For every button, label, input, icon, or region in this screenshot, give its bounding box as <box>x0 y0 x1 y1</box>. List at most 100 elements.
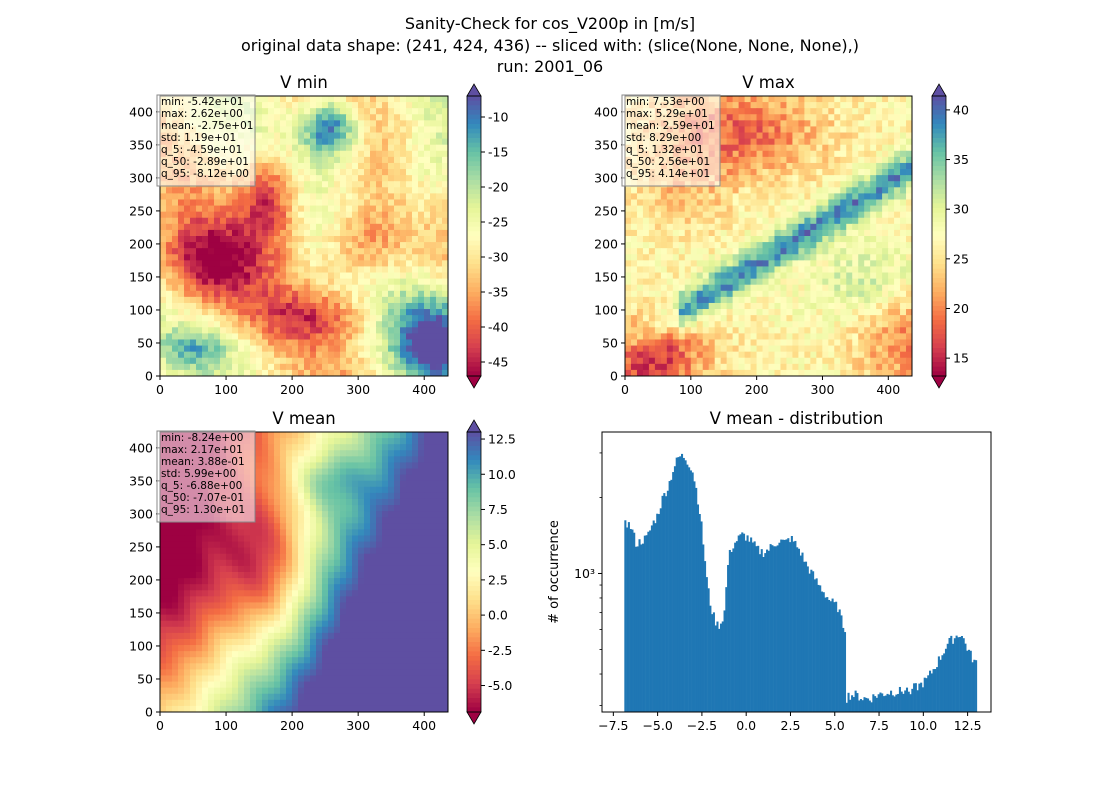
heatmap-cell <box>732 345 740 353</box>
heatmap-cell <box>418 345 425 353</box>
heatmap-cell <box>292 302 299 310</box>
heatmap-cell <box>358 296 365 304</box>
heatmap-cell <box>900 284 907 292</box>
heatmap-cell <box>280 351 287 359</box>
heatmap-cell <box>400 468 407 476</box>
heatmap-cell <box>684 333 692 341</box>
heatmap-cell <box>388 205 395 213</box>
heatmap-cell <box>394 444 401 451</box>
heatmap-cell <box>672 193 680 201</box>
heatmap-cell <box>870 363 877 371</box>
heatmap-cell <box>840 211 847 219</box>
heatmap-cell <box>346 260 353 268</box>
heatmap-cell <box>232 223 239 231</box>
heatmap-cell <box>906 363 912 371</box>
heatmap-cell <box>774 327 782 334</box>
heatmap-cell <box>762 321 770 328</box>
heatmap-cell <box>636 199 644 207</box>
heatmap-cell <box>804 102 811 109</box>
heatmap-cell <box>768 327 776 334</box>
heatmap-cell <box>394 229 401 237</box>
heatmap-cell <box>250 327 257 334</box>
heatmap-cell <box>442 345 448 353</box>
heatmap-cell <box>696 248 704 255</box>
heatmap-cell <box>852 369 859 376</box>
heatmap-cell <box>370 498 377 506</box>
heatmap-cell <box>666 327 674 334</box>
heatmap-cell <box>406 108 413 115</box>
heatmap-cell <box>364 468 371 476</box>
heatmap-cell <box>822 114 829 121</box>
heatmap-cell <box>304 468 311 476</box>
heatmap-cell <box>822 229 829 237</box>
heatmap-cell <box>768 126 776 134</box>
heatmap-cell <box>666 236 674 243</box>
heatmap-cell <box>262 169 269 176</box>
heatmap-cell <box>328 120 335 128</box>
heatmap-cell <box>412 96 419 103</box>
heatmap-cell <box>744 211 752 219</box>
heatmap-cell <box>828 217 835 225</box>
heatmap-cell <box>774 181 782 188</box>
heatmap-cell <box>262 363 269 371</box>
heatmap-cell <box>810 223 817 231</box>
heatmap-cell <box>310 351 317 359</box>
heatmap-cell <box>840 369 847 376</box>
heatmap-cell <box>358 126 365 134</box>
heatmap-cell <box>280 321 287 328</box>
heatmap-cell <box>406 369 413 376</box>
heatmap-cell <box>894 248 901 255</box>
heatmap-cell <box>262 302 269 310</box>
heatmap-cell <box>876 260 883 268</box>
heatmap-cell <box>750 108 758 115</box>
heatmap-cell <box>166 229 173 237</box>
heatmap-cell <box>394 296 401 304</box>
heatmap-cell <box>906 272 912 280</box>
heatmap-cell <box>232 363 239 371</box>
heatmap-cell <box>286 315 293 322</box>
heatmap-cell <box>442 102 448 109</box>
heatmap-cell <box>382 444 389 451</box>
heatmap-cell <box>846 150 853 158</box>
heatmap-cell <box>744 284 752 292</box>
heatmap-cell <box>744 266 752 274</box>
heatmap-cell <box>364 217 371 225</box>
heatmap-cell <box>858 187 865 194</box>
heatmap-cell <box>232 199 239 207</box>
heatmap-cell <box>822 363 829 371</box>
heatmap-cell <box>864 187 871 194</box>
heatmap-cell <box>442 278 448 286</box>
heatmap-cell <box>846 175 853 182</box>
heatmap-cell <box>238 272 245 280</box>
heatmap-cell <box>786 223 794 231</box>
heatmap-cell <box>232 272 239 280</box>
heatmap-cell <box>292 162 299 170</box>
heatmap-cell <box>810 120 817 128</box>
heatmap-cell <box>418 187 425 194</box>
heatmap-cell <box>304 339 311 347</box>
heatmap-cell <box>394 486 401 494</box>
heatmap-cell <box>394 351 401 359</box>
heatmap-cell <box>316 302 323 310</box>
heatmap-cell <box>792 144 799 152</box>
heatmap-cell <box>238 290 245 298</box>
heatmap-cell <box>436 120 443 128</box>
heatmap-cell <box>334 444 341 451</box>
heatmap-cell <box>424 444 431 451</box>
heatmap-cell <box>882 242 889 249</box>
heatmap-cell <box>256 351 263 359</box>
heatmap-cell <box>370 181 377 188</box>
heatmap-cell <box>232 302 239 310</box>
heatmap-cell <box>340 278 347 286</box>
heatmap-cell <box>828 242 835 249</box>
heatmap-cell <box>768 211 776 219</box>
heatmap-cell <box>280 333 287 341</box>
heatmap-cell <box>625 199 632 207</box>
heatmap-cell <box>642 205 650 213</box>
heatmap-cell <box>316 351 323 359</box>
heatmap-cell <box>394 369 401 376</box>
heatmap-cell <box>418 150 425 158</box>
heatmap-cell <box>625 278 632 286</box>
heatmap-cell <box>370 321 377 328</box>
heatmap-cell <box>382 290 389 298</box>
